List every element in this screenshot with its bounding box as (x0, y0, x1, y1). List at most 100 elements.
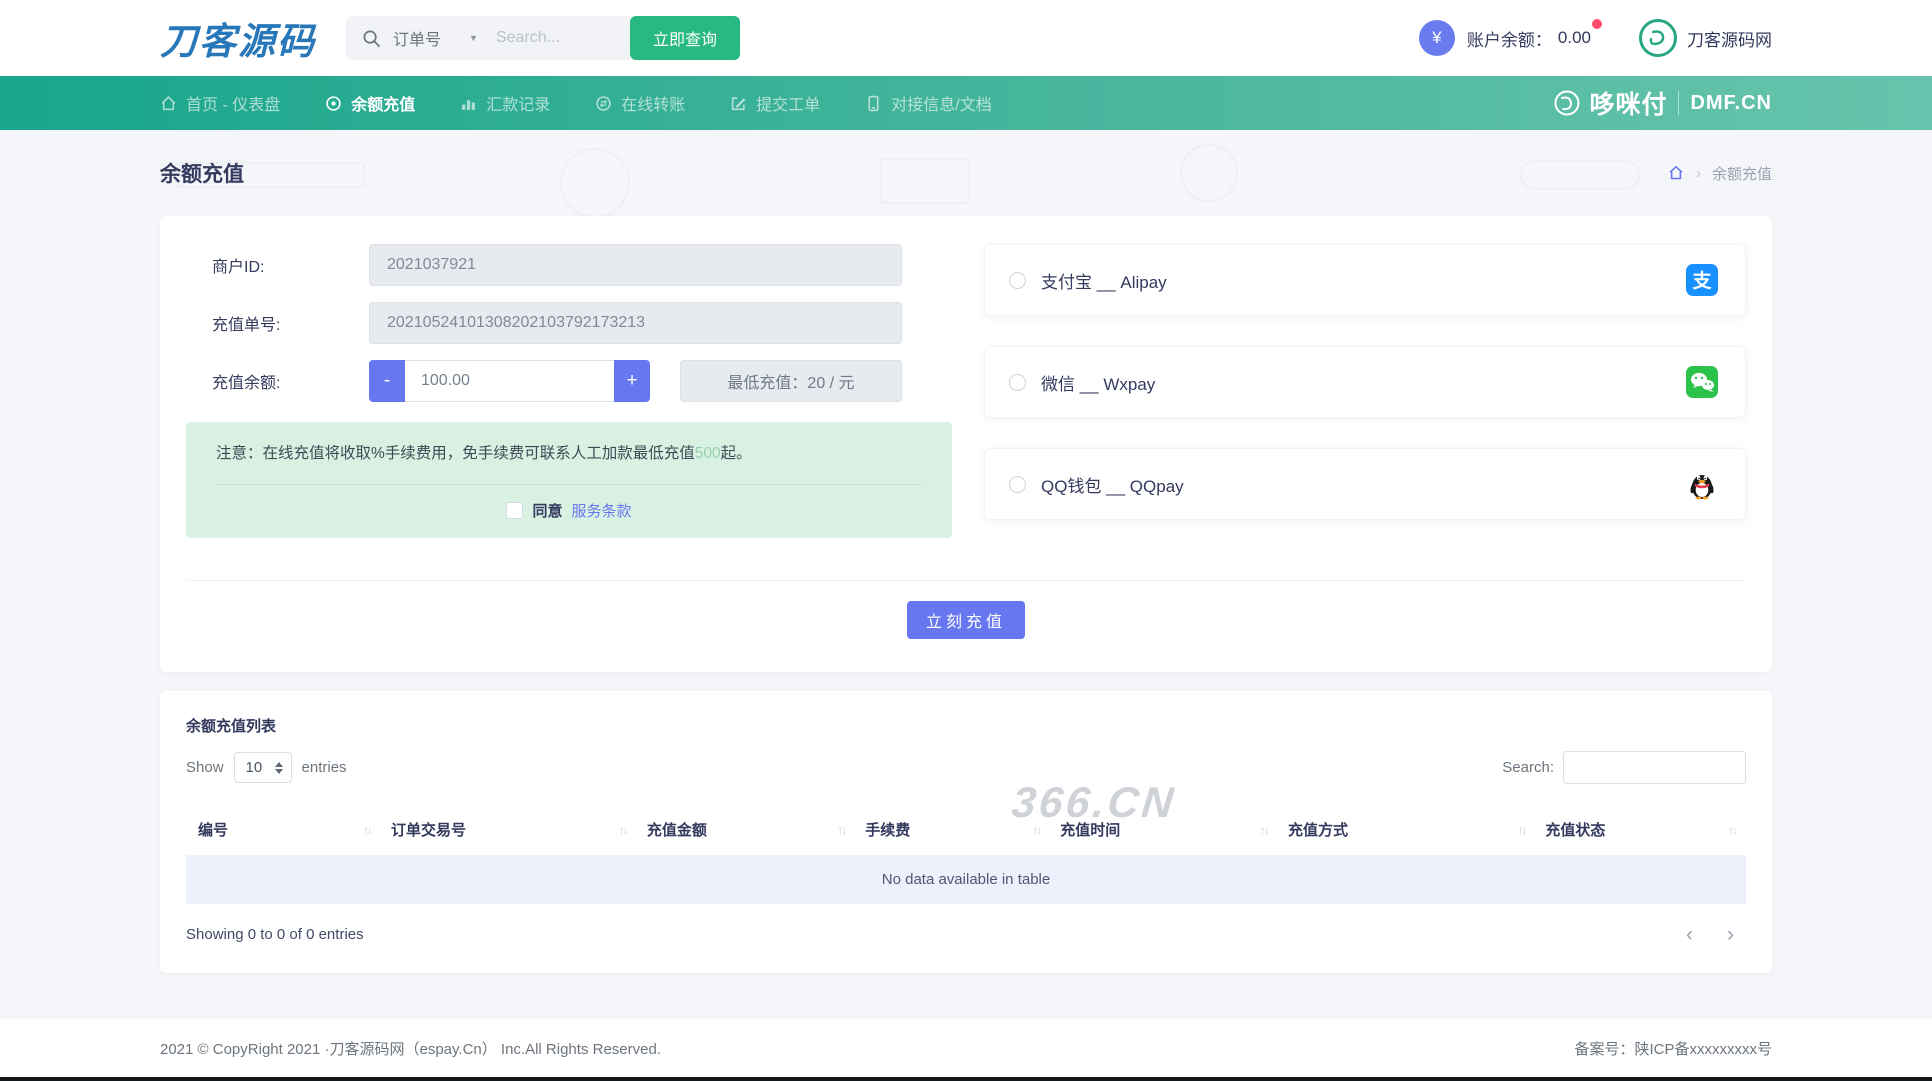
edit-icon (732, 96, 746, 110)
order-no-label: 充值单号: (212, 317, 281, 334)
dmf-logo-icon (1554, 90, 1580, 116)
notification-dot (1592, 18, 1602, 29)
bar-chart-icon (462, 99, 476, 110)
card-divider (186, 580, 1746, 581)
account-balance[interactable]: 账户余额： 0.00 (1466, 18, 1602, 51)
order-no-field[interactable] (369, 302, 902, 344)
home-icon[interactable] (1667, 164, 1685, 182)
col-header-status[interactable]: 充值状态 ↑↓ (1545, 822, 1738, 839)
topbar: 刀客源码 订单号 ▼ 立即查询 ¥ 账户余额： 0.00 刀客源码网 (0, 0, 1932, 76)
nav-item-dashboard[interactable]: 首页 - 仪表盘 (160, 91, 280, 115)
empty-row: No data available in table (186, 855, 1746, 904)
table-search-label: Search: (1502, 759, 1554, 776)
sort-icon[interactable]: ↑↓ (1259, 822, 1270, 837)
app-logo: 刀客源码 (160, 19, 316, 63)
col-header-fee[interactable]: 手续费 ↑↓ (865, 822, 1042, 839)
chevron-down-icon[interactable]: ▼ (469, 33, 478, 43)
col-header-time[interactable]: 充值时间 ↑↓ (1060, 822, 1270, 839)
search-category-select[interactable]: 订单号 (393, 32, 442, 49)
background-doodle (1520, 160, 1640, 190)
sort-icon[interactable]: ↑↓ (363, 822, 373, 837)
document-icon (868, 95, 879, 111)
select-arrows-icon (274, 761, 283, 774)
main-content: 商户ID: 充值单号: 充值余额: - + 最低充值：20 / 元 (0, 216, 1932, 973)
home-icon (161, 95, 176, 110)
wechat-icon (1686, 366, 1718, 398)
search-submit-button[interactable]: 立即查询 (629, 16, 740, 60)
balance-label: 账户余额： (1466, 30, 1552, 50)
col-header-method[interactable]: 充值方式 ↑↓ (1287, 822, 1527, 839)
sort-icon[interactable]: ↑↓ (837, 822, 847, 837)
show-label: Show (186, 759, 224, 776)
page-title: 余额充值 (160, 163, 244, 186)
table-info: Showing 0 to 0 of 0 entries (186, 926, 364, 943)
qq-radio[interactable] (1009, 475, 1026, 493)
recharge-list-card: 366.CN 余额充值列表 Show 10 entries Search: 编号… (160, 691, 1772, 973)
background-doodle (880, 158, 970, 204)
table-title: 余额充值列表 (186, 718, 277, 735)
amount-field[interactable] (405, 360, 614, 402)
nav-item-docs[interactable]: 对接信息/文档 (865, 91, 992, 115)
bottom-edge (0, 1077, 1932, 1081)
amount-label: 充值余额: (212, 375, 281, 392)
amount-plus-button[interactable]: + (614, 360, 650, 402)
site-logo-icon (1639, 19, 1677, 57)
site-name: 刀客源码网 (1687, 30, 1772, 50)
merchant-id-label: 商户ID: (212, 259, 265, 276)
brand-divider (1678, 91, 1680, 115)
brand-domain: DMF.CN (1690, 91, 1772, 114)
min-recharge-note: 最低充值：20 / 元 (680, 360, 902, 402)
recharge-submit-button[interactable]: 立刻充值 (906, 601, 1025, 639)
next-page-button[interactable]: › (1727, 923, 1734, 946)
brand-name: 哆咪付 (1589, 91, 1668, 119)
search-bar: 订单号 ▼ (346, 16, 630, 60)
col-header-amount[interactable]: 充值金额 ↑↓ (646, 822, 847, 839)
table-search-input[interactable] (1563, 751, 1746, 784)
page-size-value: 10 (245, 759, 263, 776)
footer: 2021 © CopyRight 2021 ·刀客源码网（espay.Cn） I… (0, 1019, 1932, 1077)
main-navbar: 首页 - 仪表盘 余额充值 汇款记录 在线转账 提交工单 对接信息/文档 哆咪付… (0, 76, 1932, 130)
nav-brand: 哆咪付 DMF.CN (1553, 85, 1772, 121)
payment-option-alipay[interactable]: 支付宝 __ Alipay 支 (984, 244, 1746, 316)
recharge-table: 编号 ↑↓ 订单交易号 ↑↓ 充值金额 ↑↓ 手续费 ↑↓ 充值时间 ↑↓ 充值方式 ↑↓ … (186, 804, 1746, 904)
nav-item-recharge[interactable]: 余额充值 (325, 91, 415, 115)
icp-text: 备案号：陕ICP备xxxxxxxxx号 (1574, 1040, 1772, 1058)
notice-highlight: 500 (694, 445, 721, 462)
sort-icon[interactable]: ↑↓ (618, 822, 629, 837)
header-search-group: 订单号 ▼ 立即查询 (346, 16, 740, 60)
recharge-form: 商户ID: 充值单号: 充值余额: - + 最低充值：20 / 元 (186, 244, 952, 550)
payment-option-wechat[interactable]: 微信 __ Wxpay (984, 346, 1746, 418)
merchant-id-field[interactable] (369, 244, 902, 286)
payment-option-qq[interactable]: QQ钱包 __ QQpay (984, 448, 1746, 520)
notice-box: 注意：在线充值将收取%手续费用，免手续费可联系人工加款最低充值500起。 同意 … (186, 422, 952, 538)
terms-link[interactable]: 服务条款 (571, 502, 632, 520)
bank-icon (596, 95, 611, 111)
notice-text: 注意：在线充值将收取%手续费用，免手续费可联系人工加款最低充值 (216, 445, 695, 462)
background-doodle (1180, 144, 1238, 202)
page-size-select[interactable]: 10 (233, 752, 292, 783)
col-header-id[interactable]: 编号 ↑↓ (198, 822, 373, 839)
sort-icon[interactable]: ↑↓ (1032, 822, 1042, 837)
amount-minus-button[interactable]: - (369, 360, 405, 402)
col-header-txn[interactable]: 订单交易号 ↑↓ (391, 822, 629, 839)
copyright-text: 2021 © CopyRight 2021 ·刀客源码网（espay.Cn） I… (160, 1040, 661, 1058)
wechat-radio[interactable] (1009, 373, 1026, 391)
yen-badge-icon: ¥ (1418, 20, 1455, 56)
alipay-radio[interactable] (1009, 271, 1026, 289)
nav-item-remittance[interactable]: 汇款记录 (460, 91, 550, 115)
agree-checkbox[interactable] (506, 501, 524, 519)
sort-icon[interactable]: ↑↓ (1728, 822, 1738, 837)
target-icon (326, 95, 341, 111)
amount-stepper: - + (369, 360, 650, 402)
nav-item-transfer[interactable]: 在线转账 (595, 91, 685, 115)
payment-methods: 支付宝 __ Alipay 支 微信 __ Wxpay (984, 244, 1746, 550)
alipay-icon: 支 (1686, 264, 1718, 296)
search-input[interactable] (485, 29, 614, 47)
entries-label: entries (301, 759, 347, 776)
sort-icon[interactable]: ↑↓ (1517, 822, 1527, 837)
table-controls: Show 10 entries Search: (186, 751, 1746, 784)
table-footer: Showing 0 to 0 of 0 entries ‹ › (186, 924, 1746, 945)
nav-item-ticket[interactable]: 提交工单 (730, 91, 820, 115)
prev-page-button[interactable]: ‹ (1686, 923, 1693, 946)
background-doodle (560, 148, 630, 218)
